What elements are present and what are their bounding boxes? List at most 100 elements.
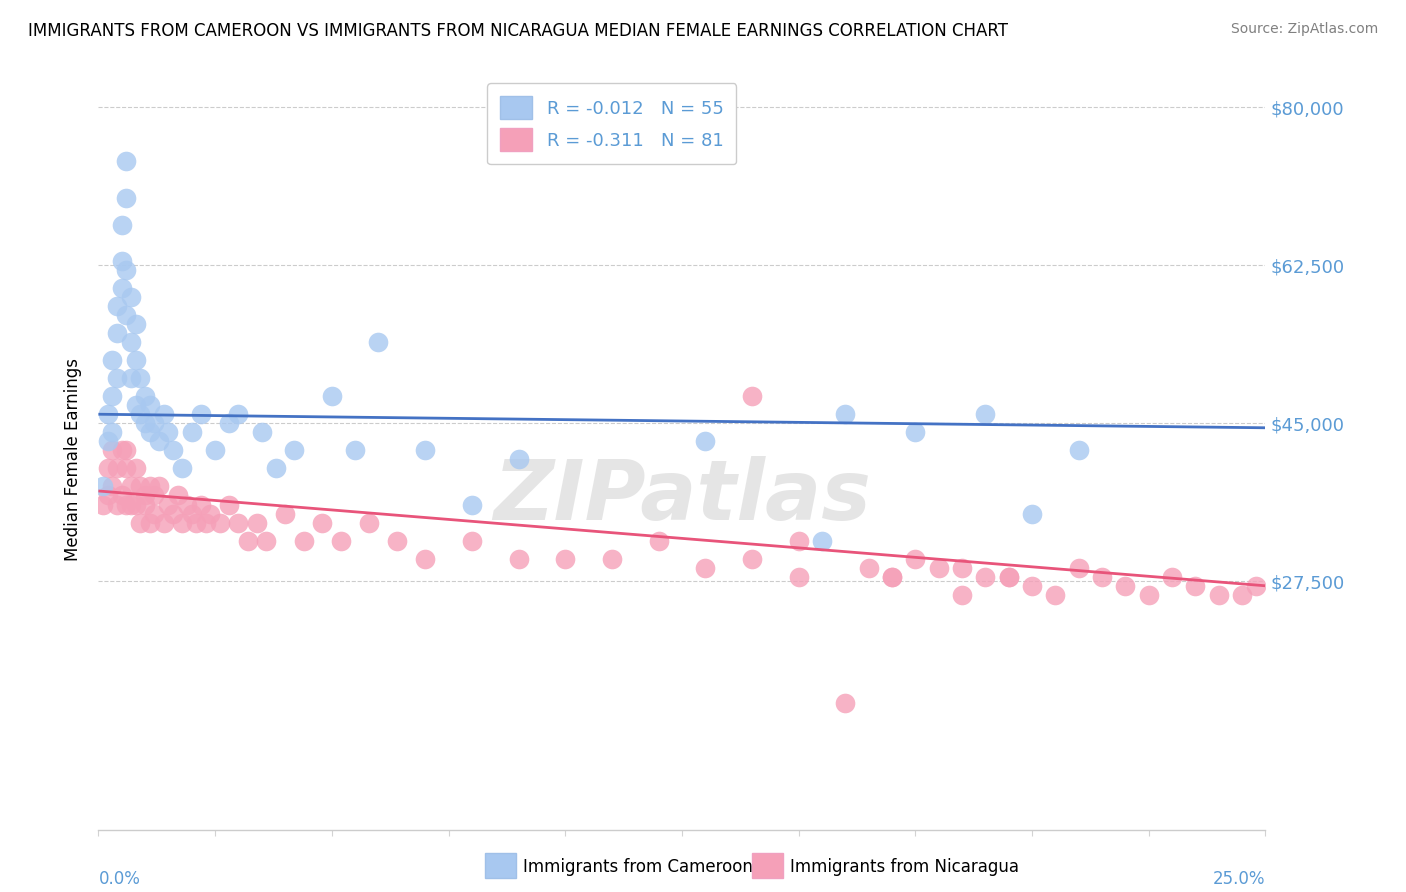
Point [385, 533, 408, 548]
Text: 25.0%: 25.0% [1213, 871, 1265, 888]
Point [246, 516, 269, 530]
Point [1184, 579, 1206, 593]
Point [218, 498, 240, 512]
Point [787, 570, 810, 584]
Point [105, 326, 128, 340]
Point [974, 407, 997, 421]
Point [162, 443, 184, 458]
Point [283, 443, 305, 458]
Point [129, 516, 152, 530]
Point [1230, 588, 1253, 602]
Point [125, 461, 148, 475]
Point [180, 425, 202, 440]
Point [111, 488, 134, 502]
Point [292, 533, 315, 548]
Point [311, 516, 333, 530]
Point [950, 588, 973, 602]
Point [134, 498, 156, 512]
Point [176, 498, 198, 512]
Point [152, 516, 174, 530]
Point [461, 498, 484, 512]
Point [172, 461, 194, 475]
Point [218, 417, 240, 431]
Point [115, 190, 138, 204]
Point [129, 371, 152, 385]
Point [111, 218, 134, 232]
Point [974, 570, 997, 584]
Point [172, 516, 194, 530]
Point [162, 507, 184, 521]
Point [125, 353, 148, 368]
Point [330, 533, 353, 548]
Point [186, 516, 208, 530]
Point [139, 425, 162, 440]
Point [413, 443, 436, 458]
Point [1244, 579, 1267, 593]
Point [97, 488, 120, 502]
Point [157, 498, 180, 512]
Point [134, 488, 156, 502]
Point [120, 371, 142, 385]
Point [413, 551, 436, 566]
Point [152, 407, 174, 421]
Point [111, 253, 134, 268]
Point [834, 696, 856, 710]
Point [105, 498, 128, 512]
Point [264, 461, 287, 475]
Text: Immigrants from Cameroon: Immigrants from Cameroon [523, 858, 752, 876]
Point [115, 498, 138, 512]
Point [741, 389, 763, 403]
Point [508, 452, 530, 467]
Point [647, 533, 669, 548]
Point [143, 507, 166, 521]
Point [105, 371, 128, 385]
Point [101, 389, 124, 403]
Point [600, 551, 623, 566]
Y-axis label: Median Female Earnings: Median Female Earnings [63, 358, 82, 561]
Point [139, 479, 162, 493]
Point [125, 317, 148, 331]
Text: Immigrants from Nicaragua: Immigrants from Nicaragua [790, 858, 1019, 876]
Point [928, 560, 950, 574]
Point [200, 507, 222, 521]
Point [120, 479, 142, 493]
Point [228, 407, 250, 421]
Point [180, 507, 202, 521]
Point [148, 434, 170, 449]
Text: IMMIGRANTS FROM CAMEROON VS IMMIGRANTS FROM NICARAGUA MEDIAN FEMALE EARNINGS COR: IMMIGRANTS FROM CAMEROON VS IMMIGRANTS F… [28, 22, 1008, 40]
Point [250, 425, 273, 440]
Point [101, 479, 124, 493]
Point [129, 479, 152, 493]
Point [1067, 443, 1090, 458]
Point [1114, 579, 1136, 593]
Point [91, 479, 114, 493]
Point [741, 551, 763, 566]
Point [111, 281, 134, 295]
Point [256, 533, 278, 548]
Point [115, 154, 138, 169]
Point [115, 443, 138, 458]
Point [950, 560, 973, 574]
Point [787, 533, 810, 548]
Text: ZIPatlas: ZIPatlas [494, 456, 870, 537]
Point [105, 299, 128, 313]
Point [143, 488, 166, 502]
Point [880, 570, 903, 584]
Point [344, 443, 367, 458]
Point [904, 425, 927, 440]
Point [166, 488, 188, 502]
Point [190, 407, 212, 421]
Point [97, 407, 120, 421]
Point [1021, 579, 1043, 593]
Point [120, 290, 142, 304]
Point [125, 498, 148, 512]
Point [97, 461, 120, 475]
Point [695, 560, 717, 574]
Point [194, 516, 217, 530]
Point [105, 461, 128, 475]
Point [157, 425, 180, 440]
Text: 0.0%: 0.0% [98, 871, 141, 888]
Point [904, 551, 927, 566]
Legend: R = -0.012   N = 55, R = -0.311   N = 81: R = -0.012 N = 55, R = -0.311 N = 81 [488, 84, 737, 164]
Point [1208, 588, 1230, 602]
